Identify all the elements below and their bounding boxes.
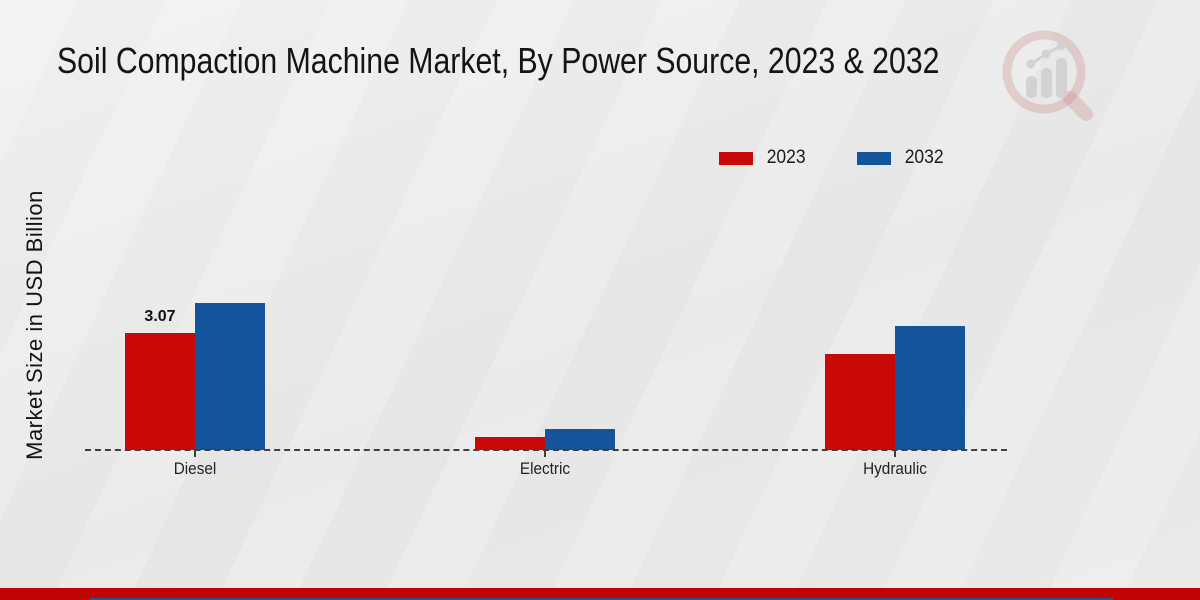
bar-2032-electric	[545, 429, 615, 450]
magnifier-bar-chart-watermark-icon	[1002, 30, 1093, 121]
category-label-electric: Electric	[519, 459, 571, 478]
category-label-diesel: Diesel	[173, 459, 217, 478]
category-label-hydraulic: Hydraulic	[863, 459, 927, 478]
bar-2023-diesel	[125, 333, 195, 450]
bar-2023-electric	[475, 437, 545, 450]
x-axis-tick	[544, 450, 546, 457]
footer-blue-line	[90, 598, 1113, 600]
legend-label-2023: 2023	[766, 147, 806, 168]
legend-swatch-2032	[857, 151, 892, 165]
legend-swatch-2023	[719, 151, 753, 165]
legend-label-2032: 2032	[904, 147, 944, 168]
bar-2023-hydraulic	[825, 354, 895, 450]
x-axis-tick	[894, 450, 896, 457]
bar-value-label: 3.07	[144, 308, 176, 325]
footer-red-bar	[0, 588, 1200, 600]
legend-item-2023: 2023	[719, 147, 807, 169]
chart-title: Soil Compaction Machine Market, By Power…	[57, 40, 940, 81]
y-axis-label: Market Size in USD Billion	[22, 190, 47, 460]
x-axis-baseline	[85, 449, 1007, 451]
legend-item-2032: 2032	[857, 147, 945, 169]
bar-2032-diesel	[195, 303, 265, 450]
legend: 2023 2032	[719, 147, 946, 169]
bar-2032-hydraulic	[895, 326, 965, 450]
x-axis-tick	[194, 450, 196, 457]
